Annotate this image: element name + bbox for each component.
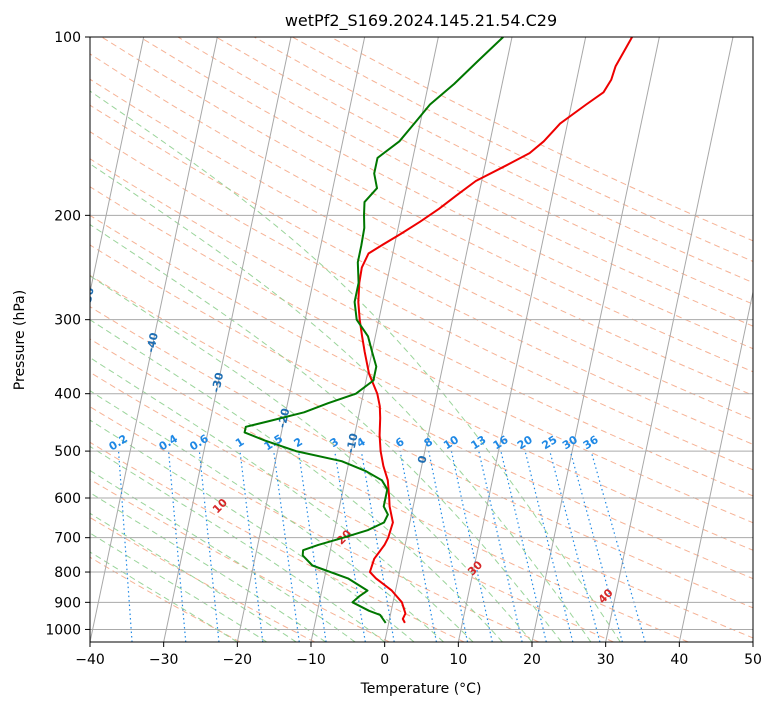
dry-adiabat [90,158,753,497]
dry-adiabat [90,186,753,524]
isotherm [163,37,292,642]
mixing-ratio-line [500,450,547,642]
isotherm-label: -30 [209,371,226,393]
dry-adiabat [90,244,753,580]
dry-adiabat [90,338,689,642]
mixing-ratio-line [569,450,623,642]
y-tick-label: 200 [54,208,81,224]
dry-adiabat [90,78,753,421]
y-tick-label: 100 [54,30,81,46]
isotherm-label: -50 [80,286,97,308]
mixing-ratio-line [524,450,574,642]
moist-adiabat [90,357,474,642]
mixing-ratio-line [273,451,300,642]
mixing-ratio-line [167,451,187,642]
x-tick-label: 10 [449,652,467,668]
plot-frame [89,36,754,643]
mixing-ratio-line [334,451,366,642]
y-tick-label: 300 [54,313,81,329]
chart-title: wetPf2_S169.2024.145.21.54.C29 [285,11,557,31]
x-tick-label: −20 [223,652,253,668]
mixing-ratio-line [590,450,646,642]
x-tick-label: 30 [597,652,615,668]
dry-adiabat [90,478,390,642]
y-tick-label: 400 [54,387,81,403]
isotherm [384,37,513,642]
isotherm-label: 0 [415,454,429,465]
moist-adiabat [90,390,444,642]
y-tick-label: 700 [54,531,81,547]
x-tick-label: 0 [380,652,389,668]
mixing-ratio-line [428,450,469,642]
mixing-ratio-line [478,450,523,642]
mixing-ratio-line [399,450,438,642]
moist-adiabat [90,224,562,642]
dry-adiabat [90,214,753,551]
x-tick-label: 50 [744,652,762,668]
y-axis: 100 200 300 400 500 600 700 800 900 1000 [45,30,90,638]
isotherm [90,37,145,295]
isotherm [678,289,753,642]
mixing-ratio-line [297,451,327,642]
y-tick-label: 1000 [45,622,81,638]
temperature-profile [357,37,633,624]
moist-adiabat [90,163,592,642]
moist-adiabat [90,469,356,642]
dry-adiabat [90,131,753,471]
dry-adiabat [90,274,753,609]
moist-adiabat [90,445,386,642]
mixing-ratio-line [360,451,395,642]
y-tick-label: 800 [54,565,81,581]
isotherm [457,37,587,642]
profile-series [243,37,633,624]
isotherm-label: -10 [344,432,361,454]
dry-adiabat [90,371,614,642]
x-tick-label: 40 [670,652,688,668]
isotherm [531,37,660,642]
y-tick-label: 500 [54,444,81,460]
x-tick-label: −40 [75,652,105,668]
y-tick-label: 900 [54,595,81,611]
x-axis-title: Temperature (°C) [360,681,482,697]
dry-adiabat [90,516,315,642]
dewpoint-profile [243,37,504,624]
x-tick-label: 20 [523,652,541,668]
mixing-ratio-line [549,450,601,642]
mixing-ratio-line [117,451,133,642]
dry-adiabat [90,53,753,396]
mixing-ratio-line [198,451,220,642]
mixing-ratio-line [239,451,264,642]
moist-adiabat [90,275,533,642]
x-tick-label: −10 [296,652,326,668]
isotherm [605,37,734,642]
background-lines [90,37,753,642]
isotherm [236,37,366,642]
moist-adiabat [90,90,621,642]
mixing-ratio-line [450,450,493,642]
isotherm-label: -40 [144,331,161,353]
moist-adiabat [90,551,238,642]
y-tick-label: 600 [54,491,81,507]
x-axis: −40 −30 −20 −10 0 10 20 30 40 50 [75,642,762,668]
y-axis-title: Pressure (hPa) [12,290,28,390]
pressure-gridlines [90,36,753,630]
dry-adiabat [177,37,753,327]
x-tick-label: −30 [149,652,179,668]
isotherm [90,37,218,642]
